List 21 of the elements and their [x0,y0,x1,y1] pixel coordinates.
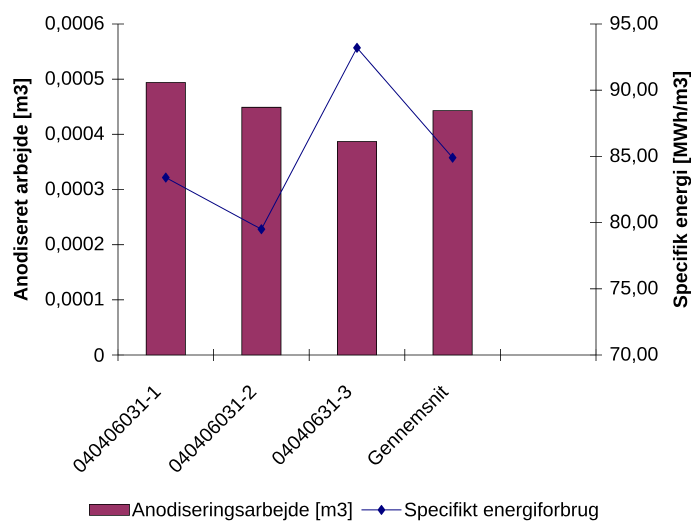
legend-label: Anodiseringsarbejde [m3] [132,502,352,520]
y-axis-title: Anodiseret arbejde [m3] [13,79,32,301]
y2-axis-title: Specifik energi [MWh/m3] [672,72,691,308]
point [258,224,266,234]
y-tick-label: 0,0002 [46,236,104,253]
y2-tick-label: 70,00 [610,346,658,364]
y-tick-label: 0,0005 [46,71,104,88]
y2-tick-label: 95,00 [610,16,658,32]
y-tick-label: 0,0006 [46,16,104,32]
point [448,152,456,163]
y2-tick-label: 85,00 [610,148,658,164]
y2-tick-label: 80,00 [610,214,658,231]
y-tick-label: 0,0003 [46,181,104,198]
y2-tick-label: 75,00 [610,280,658,297]
y-tick-label: 0,0001 [46,292,104,308]
y2-tick-label: 90,00 [610,82,658,98]
point [162,172,170,183]
legend-label: Specifikt energiforbrug [404,502,598,520]
y-tick-label: 0,0004 [46,126,104,142]
point [353,42,361,53]
y-tick-label: 0 [94,348,104,362]
